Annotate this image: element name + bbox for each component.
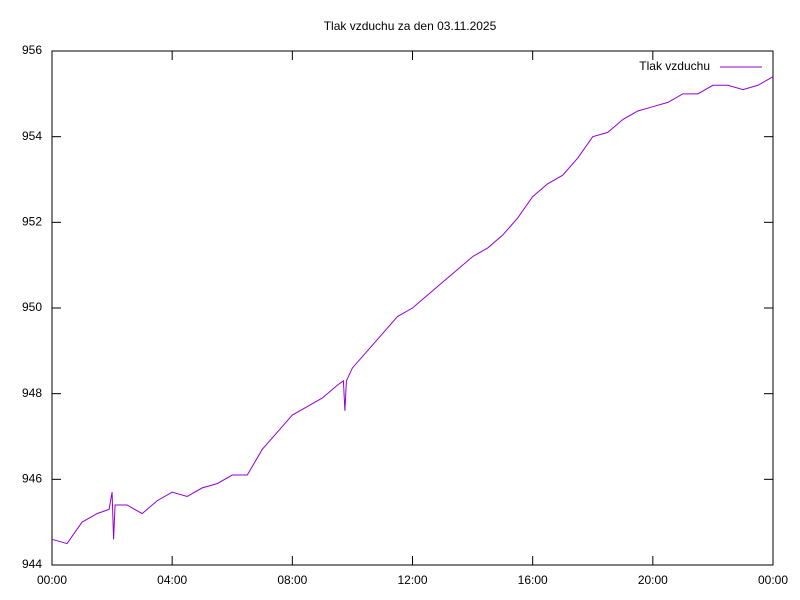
x-tick-label: 04:00 bbox=[157, 573, 187, 587]
y-tick-label: 946 bbox=[22, 472, 42, 486]
x-tick-label: 20:00 bbox=[638, 573, 668, 587]
y-tick-label: 952 bbox=[22, 215, 42, 229]
x-tick-label: 16:00 bbox=[518, 573, 548, 587]
data-line bbox=[51, 76, 774, 545]
y-tick-label: 950 bbox=[22, 300, 42, 314]
y-tick-label: 944 bbox=[22, 557, 42, 571]
y-tick-label: 948 bbox=[22, 386, 42, 400]
x-tick-label: 00:00 bbox=[758, 573, 788, 587]
x-tick-label: 08:00 bbox=[277, 573, 307, 587]
x-tick-label: 12:00 bbox=[397, 573, 427, 587]
y-tick-label: 956 bbox=[22, 43, 42, 57]
y-tick-label: 954 bbox=[22, 129, 42, 143]
chart-title: Tlak vzduchu za den 03.11.2025 bbox=[324, 19, 497, 33]
legend-label: Tlak vzduchu bbox=[639, 59, 710, 73]
x-tick-label: 00:00 bbox=[37, 573, 67, 587]
